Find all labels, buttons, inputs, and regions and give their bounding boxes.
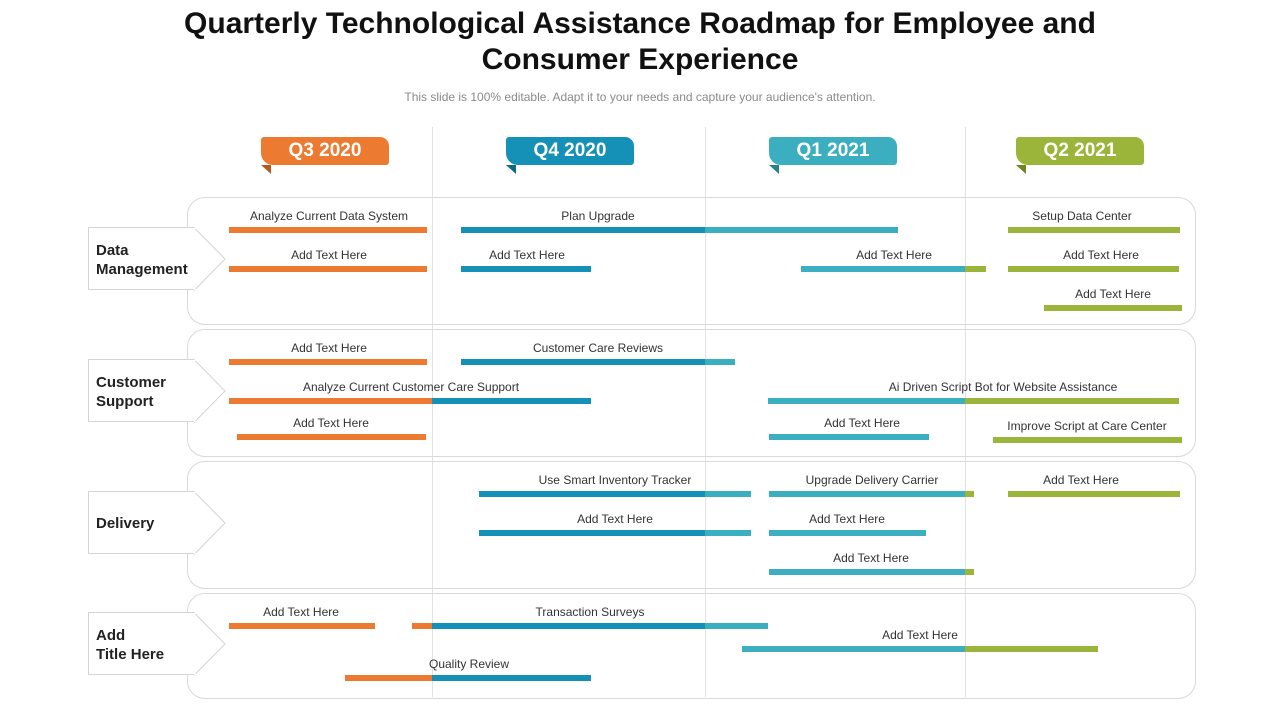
row-label-data-management: Data Management [88,227,226,291]
quarter-tab-q4-2020: Q4 2020 [506,137,634,174]
task-label: Ai Driven Script Bot for Website Assista… [888,380,1118,394]
task-bar [705,623,768,629]
task-label: Add Text Here [577,512,653,526]
row-label-customer-support: Customer Support [88,359,226,423]
task-label: Upgrade Delivery Carrier [805,473,939,487]
task-label: Add Text Here [489,248,565,262]
task-label: Add Text Here [856,248,932,262]
quarter-label: Q3 2020 [288,140,362,161]
row-label-delivery: Delivery [88,491,226,555]
task-bar [769,530,926,536]
label-arrow-shape [194,612,226,676]
task-bar [229,359,427,365]
task-bar [769,569,965,575]
row-label-text: Delivery [96,515,155,532]
task-label: Transaction Surveys [535,605,645,619]
divider-q4-q1 [705,127,706,697]
task-label: Add Text Here [1063,248,1139,262]
task-bar [229,623,375,629]
task-bar [412,623,432,629]
label-arrow-shape [194,359,226,423]
task-bar [742,646,965,652]
task-bar [229,266,427,272]
task-bar [432,623,705,629]
task-bar [705,491,751,497]
task-bar [705,227,898,233]
task-bar [461,227,705,233]
quarter-label: Q4 2020 [533,140,607,161]
task-bar [801,266,965,272]
task-bar [1008,266,1179,272]
task-label: Customer Care Reviews [532,341,664,355]
row-label-text: Add Title Here [96,627,165,663]
task-bar [1008,491,1180,497]
subtitle: This slide is 100% editable. Adapt it to… [404,90,876,104]
task-bar [705,530,751,536]
task-label: Add Text Here [1043,473,1119,487]
task-bar [993,437,1182,443]
quarter-label: Q1 2021 [796,140,870,161]
tab-fold [769,165,779,174]
tab-fold [261,165,271,174]
task-label: Add Text Here [833,551,909,565]
task-bar [432,398,591,404]
task-bar [345,675,432,681]
title-line-2: Consumer Experience [481,43,799,76]
task-bar [1008,227,1180,233]
task-bar [705,359,735,365]
task-bar [461,266,591,272]
task-bar [965,398,1179,404]
page-title: Quarterly Technological Assistance Roadm… [0,6,1280,78]
task-bar [479,491,705,497]
task-label: Add Text Here [291,341,367,355]
task-bar [965,266,986,272]
task-label: Add Text Here [809,512,885,526]
task-label: Improve Script at Care Center [1007,419,1167,433]
task-bar [229,398,432,404]
row-label-add-title: Add Title Here [88,612,226,676]
task-label: Use Smart Inventory Tracker [538,473,692,487]
task-label: Add Text Here [1075,287,1151,301]
task-label: Add Text Here [824,416,900,430]
quarter-tab-q2-2021: Q2 2021 [1016,137,1144,174]
title-line-1: Quarterly Technological Assistance Roadm… [184,7,1096,40]
task-bar [768,398,965,404]
task-bar [229,227,427,233]
row-label-text: Customer Support [96,374,167,410]
task-label: Add Text Here [291,248,367,262]
task-bar [769,491,965,497]
task-bar [965,491,974,497]
task-bar [479,530,705,536]
task-label: Setup Data Center [1032,209,1132,223]
task-label: Add Text Here [293,416,369,430]
task-label: Analyze Current Customer Care Support [302,380,520,394]
task-label: Add Text Here [263,605,339,619]
task-bar [432,675,591,681]
label-arrow-shape [194,491,226,555]
quarter-tab-q1-2021: Q1 2021 [769,137,897,174]
task-bar [965,646,1098,652]
task-bar [461,359,705,365]
task-label: Plan Upgrade [561,209,635,223]
task-bar [237,434,426,440]
divider-q3-q4 [432,127,433,697]
quarter-tab-q3-2020: Q3 2020 [261,137,389,174]
row-label-text: Data Management [96,242,188,278]
label-arrow-shape [194,227,226,291]
task-bar [1044,305,1182,311]
tab-fold [506,165,516,174]
divider-q1-q2 [965,127,966,697]
task-label: Quality Review [428,657,510,671]
task-label: Add Text Here [882,628,958,642]
quarter-label: Q2 2021 [1043,140,1117,161]
task-bar [965,569,974,575]
task-label: Analyze Current Data System [249,209,409,223]
task-bar [769,434,929,440]
tab-fold [1016,165,1026,174]
